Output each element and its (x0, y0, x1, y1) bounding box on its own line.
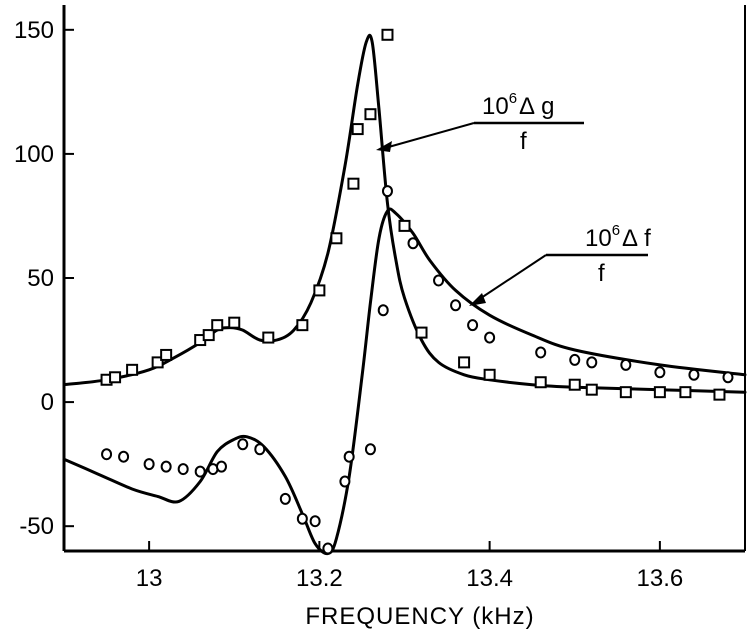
point-square (534, 376, 547, 389)
point-square (713, 388, 726, 401)
point-square (160, 348, 173, 361)
annotation-dg-exponent: 6 (509, 90, 517, 107)
y-tick-label: -50 (19, 513, 54, 540)
point-square (262, 331, 275, 344)
point-square (211, 319, 224, 332)
y-tick-label: 0 (41, 389, 54, 416)
point-square (679, 386, 692, 399)
point-square (347, 177, 360, 190)
x-tick-label: 13.2 (296, 565, 343, 592)
point-circle (654, 366, 666, 379)
annotation-df: 106Δ f f (469, 222, 651, 306)
point-circle (377, 304, 389, 317)
annotation-df-var: f (644, 225, 651, 252)
point-circle (484, 331, 496, 344)
point-circle (569, 353, 581, 366)
point-circle (101, 448, 113, 461)
point-square (568, 378, 581, 391)
point-circle (688, 368, 700, 381)
point-circle (343, 450, 355, 463)
annotation-dg-arrowhead (376, 141, 392, 152)
point-circle (215, 460, 227, 473)
annotation-dg-symbol: Δ (519, 93, 535, 120)
point-circle (143, 458, 155, 471)
y-tick-label: 50 (27, 265, 54, 292)
point-circle (364, 443, 376, 456)
annotation-dg-denominator: f (520, 128, 527, 155)
annotations: 106Δ g f 106Δ f f (376, 90, 651, 306)
y-tick-label: 150 (14, 17, 54, 44)
point-square (330, 232, 343, 245)
x-axis-title: FREQUENCY (kHz) (305, 603, 534, 630)
point-square (313, 284, 326, 297)
point-square (351, 123, 364, 136)
point-circle (296, 512, 308, 525)
point-circle (586, 356, 598, 369)
annotation-df-exponent: 6 (612, 222, 620, 239)
point-square (109, 371, 122, 384)
point-circle (407, 237, 419, 250)
data-points (100, 28, 734, 555)
point-square (202, 329, 215, 342)
x-tick-label: 13 (136, 565, 163, 592)
point-circle (450, 299, 462, 312)
x-tick-label: 13.6 (637, 565, 684, 592)
point-circle (177, 463, 189, 476)
point-circle (722, 371, 734, 384)
curve-df_curve (62, 207, 747, 556)
point-square (415, 326, 428, 339)
annotation-df-base: 10 (585, 225, 612, 252)
point-square (126, 363, 139, 376)
point-square (653, 386, 666, 399)
annotation-df-symbol: Δ (622, 225, 638, 252)
point-circle (237, 438, 249, 451)
annotation-df-leader (477, 254, 547, 301)
point-circle (160, 460, 172, 473)
point-square (398, 219, 411, 232)
point-square (458, 356, 471, 369)
point-square (483, 368, 496, 381)
y-axis-ticks: -50 0 50 100 150 (14, 17, 74, 540)
point-circle (194, 465, 206, 478)
y-tick-label: 100 (14, 141, 54, 168)
annotation-dg-var: g (541, 93, 554, 120)
curves (62, 33, 747, 556)
x-tick-label: 13.4 (466, 565, 513, 592)
point-circle (620, 358, 632, 371)
point-square (228, 316, 241, 329)
point-square (364, 108, 377, 121)
point-circle (322, 542, 334, 555)
point-square (381, 28, 394, 41)
annotation-df-arrowhead (469, 293, 486, 306)
annotation-df-denominator: f (598, 260, 605, 287)
point-circle (535, 346, 547, 359)
point-circle (118, 450, 130, 463)
annotation-dg-leader (384, 122, 475, 149)
point-circle (339, 475, 351, 488)
point-square (585, 383, 598, 396)
annotation-dg-base: 10 (482, 93, 509, 120)
point-square (296, 319, 309, 332)
point-circle (279, 492, 291, 505)
point-square (151, 356, 164, 369)
point-circle (309, 515, 321, 528)
point-circle (254, 443, 266, 456)
point-circle (433, 274, 445, 287)
curve-dg_curve (62, 33, 747, 394)
x-axis-ticks: 13 13.2 13.4 13.6 (136, 541, 683, 592)
point-circle (467, 319, 479, 332)
point-square (619, 386, 632, 399)
annotation-dg: 106Δ g f (376, 90, 584, 155)
point-circle (381, 185, 393, 198)
